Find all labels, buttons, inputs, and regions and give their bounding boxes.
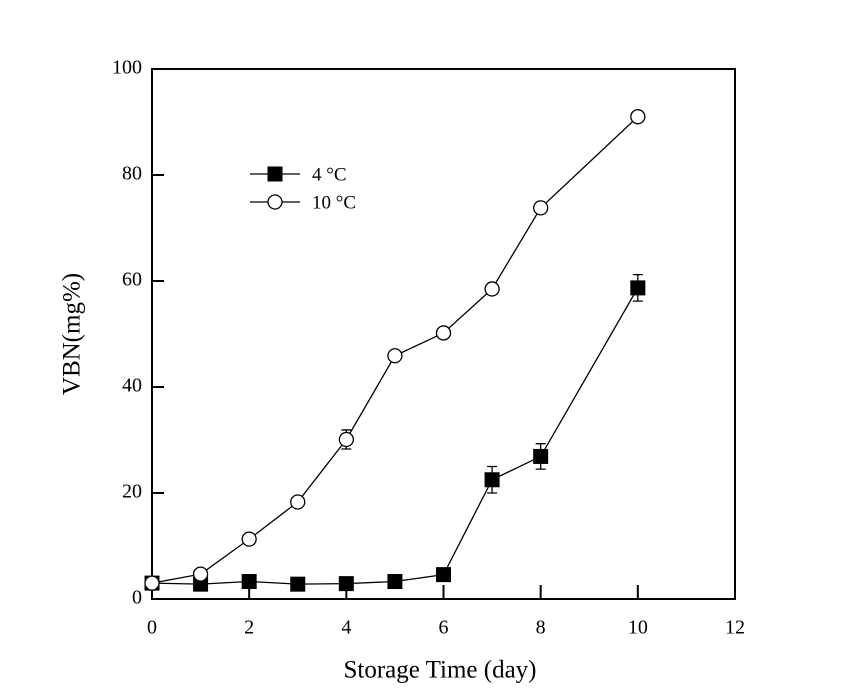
data-point — [290, 576, 306, 592]
data-point — [241, 531, 257, 547]
data-point — [630, 109, 646, 125]
y-tick-label: 80 — [122, 163, 142, 185]
y-tick-label: 60 — [122, 269, 142, 291]
data-point — [484, 472, 500, 488]
data-point — [484, 281, 500, 297]
x-axis-label: Storage Time (day) — [343, 657, 536, 684]
x-tick-label: 10 — [628, 617, 648, 639]
legend-marker — [267, 166, 283, 182]
data-point — [144, 575, 160, 591]
data-point — [192, 566, 209, 582]
data-point — [290, 494, 306, 510]
x-tick-label: 0 — [147, 617, 157, 639]
legend-label: 10 °C — [312, 192, 356, 213]
data-point — [435, 325, 452, 341]
data-point — [630, 280, 646, 296]
series-line — [151, 116, 639, 584]
y-axis-label: VBN(mg%) — [59, 273, 86, 395]
data-point — [338, 431, 354, 448]
data-point — [241, 574, 257, 590]
y-tick-label: 0 — [132, 587, 142, 609]
data-point — [533, 200, 549, 216]
data-point — [533, 448, 549, 464]
series-line — [151, 287, 639, 585]
data-point — [338, 576, 354, 592]
legend-label: 4 °C — [312, 164, 347, 185]
x-tick-label: 8 — [536, 617, 546, 639]
data-point — [387, 574, 403, 590]
x-tick-label: 12 — [725, 617, 745, 639]
y-tick-label: 40 — [122, 375, 142, 397]
x-tick-label: 6 — [439, 617, 449, 639]
y-tick-label: 100 — [112, 57, 142, 79]
x-tick-label: 4 — [341, 617, 351, 639]
y-tick-label: 20 — [122, 481, 142, 503]
data-point — [436, 567, 451, 583]
legend-marker — [267, 194, 283, 210]
x-tick-label: 2 — [244, 617, 254, 639]
data-point — [387, 348, 403, 364]
